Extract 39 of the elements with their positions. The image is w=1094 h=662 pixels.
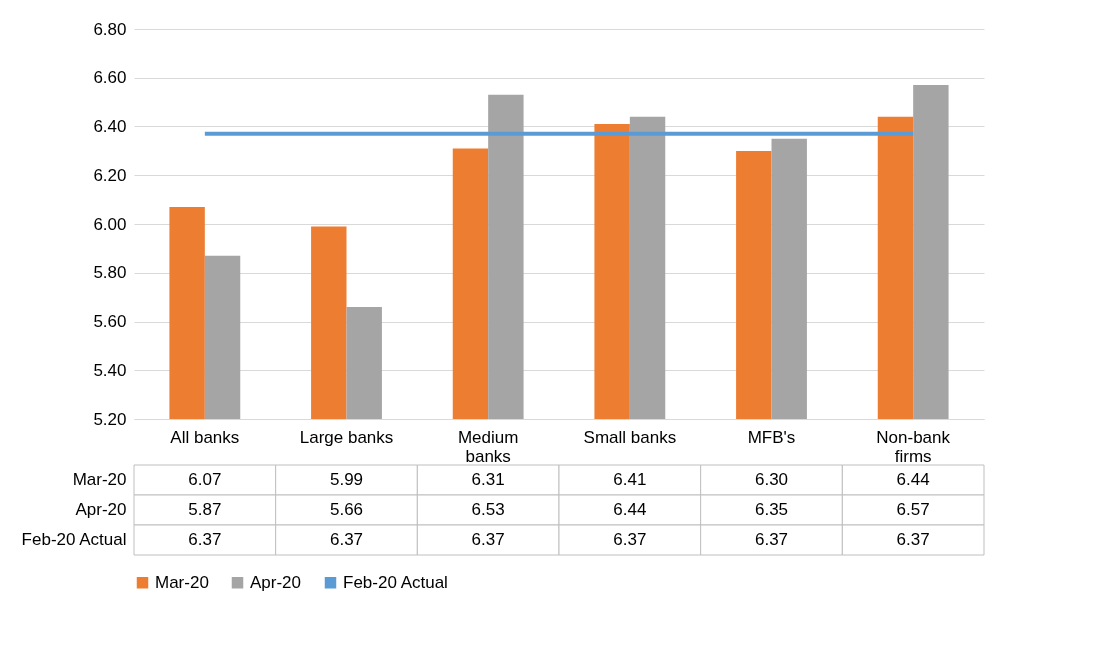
- data-label: 6.41: [613, 470, 647, 489]
- data-label: 5.99: [329, 470, 364, 489]
- data-label: 5.87: [188, 500, 222, 519]
- data-label: 6.30: [754, 470, 789, 489]
- legend-label: Apr-20: [250, 572, 302, 592]
- y-tick-label: 6.20: [93, 165, 127, 185]
- text: Apr-20: [75, 500, 127, 519]
- data-label: 6.37: [754, 530, 789, 549]
- y-tick-label: 5.80: [93, 263, 127, 283]
- y-tick-label: 6.00: [93, 214, 127, 234]
- data-label: 6.07: [188, 470, 222, 489]
- text: Mar-20: [72, 470, 127, 489]
- data-label: 6.37: [471, 530, 505, 549]
- data-label: 6.35: [754, 500, 789, 519]
- text: Feb-20 Actual: [21, 530, 127, 549]
- x-tick-label: MFB's: [747, 427, 796, 447]
- data-label: 5.66: [329, 500, 364, 519]
- y-tick-label: 6.40: [93, 117, 127, 136]
- y-tick-label: 6.60: [93, 68, 127, 88]
- y-tick-label: 5.40: [93, 360, 127, 380]
- x-tick-label: All banks: [170, 427, 240, 447]
- y-tick-label: 6.80: [93, 19, 127, 39]
- data-label: 6.37: [188, 530, 222, 549]
- data-label: 6.57: [896, 500, 930, 519]
- legend-label: Mar-20: [155, 572, 209, 592]
- data-label: 6.37: [896, 530, 930, 549]
- data-label: 6.53: [471, 500, 505, 519]
- data-label: 6.44: [896, 470, 930, 489]
- x-tick-label: Non-bank firms: [876, 427, 951, 466]
- data-label: 6.37: [329, 530, 364, 549]
- y-tick-label: 5.60: [93, 312, 127, 331]
- data-label: 6.31: [471, 470, 505, 489]
- legend-label: Feb-20 Actual: [343, 572, 448, 592]
- x-tick-label: Large banks: [299, 427, 394, 447]
- x-tick-label: Medium banks: [457, 427, 519, 466]
- y-tick-label: 5.20: [93, 409, 127, 429]
- data-label: 6.44: [613, 500, 647, 519]
- data-label: 6.37: [613, 530, 647, 549]
- x-tick-label: Small banks: [583, 427, 677, 447]
